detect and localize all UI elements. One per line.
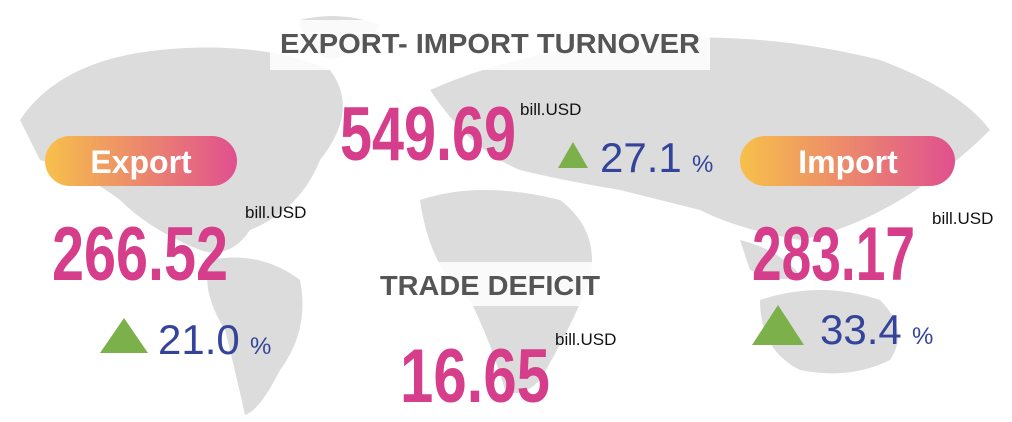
import-label: Import (798, 144, 898, 180)
import-value: 283.17 (752, 212, 915, 297)
turnover-title: EXPORT- IMPORT TURNOVER (280, 28, 700, 59)
turnover-value: 549.69 (340, 92, 516, 177)
percent-sign: % (912, 323, 933, 350)
world-map (20, 16, 990, 415)
turnover-change: 27.1 (600, 134, 682, 181)
import-change: 33.4 (820, 306, 902, 353)
percent-sign: % (692, 151, 713, 178)
turnover-unit: bill.USD (520, 100, 581, 119)
import-pill (740, 136, 955, 186)
deficit-unit: bill.USD (555, 330, 616, 349)
import-unit: bill.USD (932, 209, 993, 228)
deficit-title: TRADE DEFICIT (380, 270, 600, 301)
deficit-value: 16.65 (400, 334, 550, 419)
export-label: Export (90, 144, 192, 180)
up-triangle (100, 318, 148, 353)
export-pill (45, 136, 237, 186)
up-triangle (752, 305, 804, 345)
export-unit: bill.USD (245, 203, 306, 222)
percent-sign: % (250, 333, 271, 360)
export-value: 266.52 (52, 212, 228, 297)
up-triangle (558, 142, 588, 168)
export-change: 21.0 (158, 316, 240, 363)
